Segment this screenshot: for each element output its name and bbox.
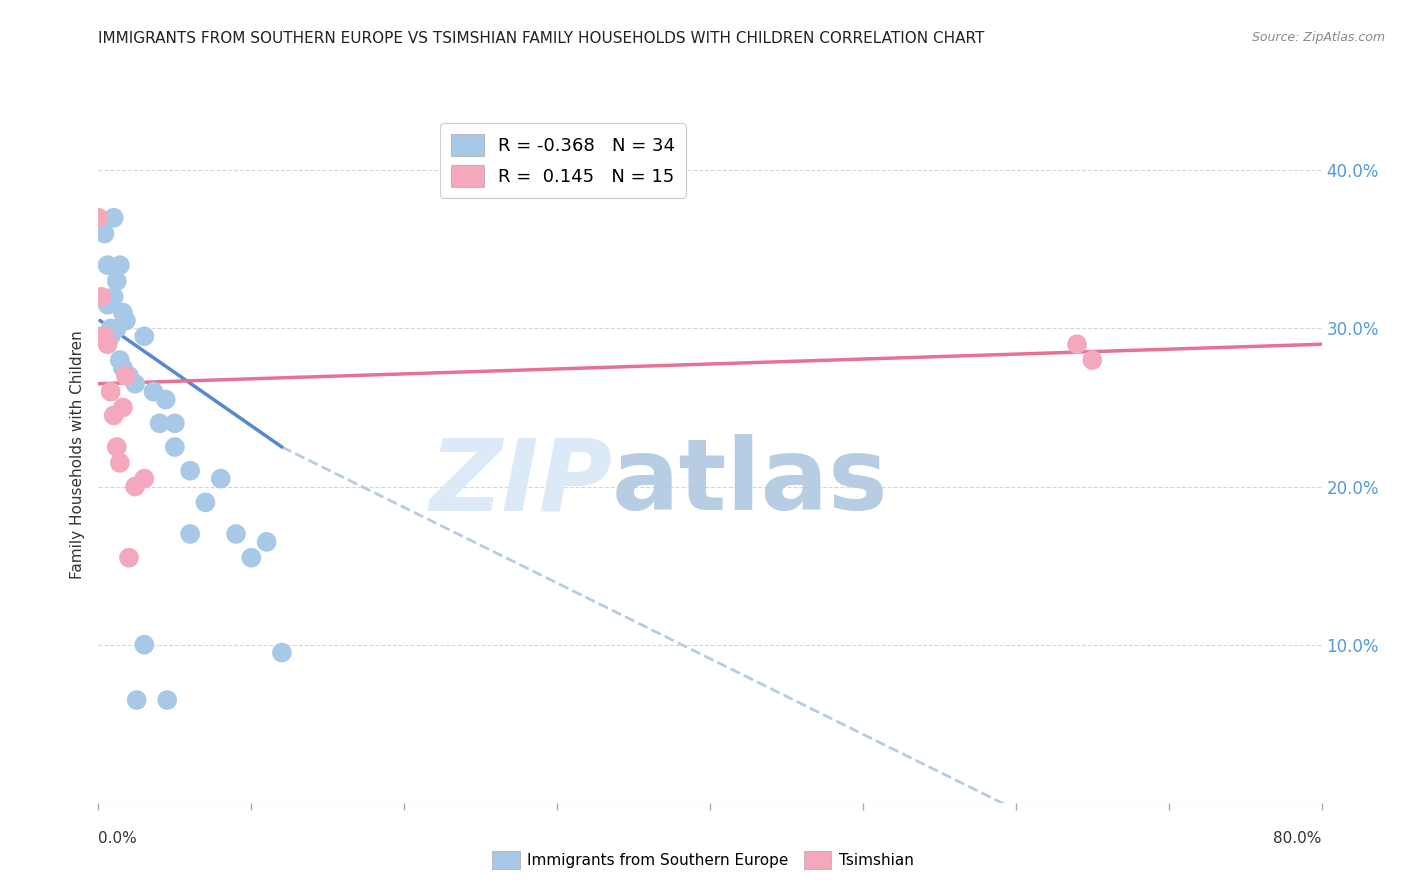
Point	[100, 384, 122, 399]
Point	[108, 258, 131, 272]
Point	[209, 472, 232, 486]
Point	[97, 337, 120, 351]
Point	[97, 258, 120, 272]
Point	[179, 527, 201, 541]
Point	[118, 550, 141, 565]
Point	[142, 384, 165, 399]
Point	[111, 360, 134, 375]
Point	[256, 534, 278, 549]
Point	[100, 329, 122, 343]
Text: atlas: atlas	[612, 434, 889, 532]
Point	[103, 290, 125, 304]
Point	[225, 527, 247, 541]
Point	[179, 464, 201, 478]
Point	[149, 417, 172, 431]
Point	[194, 495, 217, 509]
Point	[105, 274, 128, 288]
Point	[124, 376, 146, 391]
Legend: R = -0.368   N = 34, R =  0.145   N = 15: R = -0.368 N = 34, R = 0.145 N = 15	[440, 123, 686, 198]
Point	[105, 321, 128, 335]
Point	[163, 417, 186, 431]
Point	[87, 211, 110, 225]
Point	[93, 227, 115, 241]
Point	[90, 329, 112, 343]
Point	[118, 368, 141, 383]
Point	[240, 550, 263, 565]
Point	[163, 440, 186, 454]
Point	[134, 472, 156, 486]
Point	[1081, 353, 1104, 368]
Point	[93, 329, 115, 343]
Text: 0.0%: 0.0%	[98, 831, 138, 846]
Point	[105, 440, 128, 454]
Text: Source: ZipAtlas.com: Source: ZipAtlas.com	[1251, 31, 1385, 45]
Point	[156, 693, 179, 707]
Point	[97, 298, 120, 312]
Point	[108, 456, 131, 470]
Legend: Immigrants from Southern Europe, Tsimshian: Immigrants from Southern Europe, Tsimshi…	[486, 845, 920, 875]
Point	[111, 305, 134, 319]
Point	[90, 290, 112, 304]
Point	[115, 368, 138, 383]
Point	[155, 392, 177, 407]
Point	[134, 329, 156, 343]
Text: 80.0%: 80.0%	[1274, 831, 1322, 846]
Point	[1066, 337, 1088, 351]
Point	[108, 353, 131, 368]
Text: ZIP: ZIP	[429, 434, 612, 532]
Point	[270, 646, 292, 660]
Point	[134, 638, 156, 652]
Point	[103, 211, 125, 225]
Point	[115, 313, 138, 327]
Point	[103, 409, 125, 423]
Point	[100, 321, 122, 335]
Point	[111, 401, 134, 415]
Point	[124, 479, 146, 493]
Y-axis label: Family Households with Children: Family Households with Children	[69, 331, 84, 579]
Point	[125, 693, 148, 707]
Text: IMMIGRANTS FROM SOUTHERN EUROPE VS TSIMSHIAN FAMILY HOUSEHOLDS WITH CHILDREN COR: IMMIGRANTS FROM SOUTHERN EUROPE VS TSIMS…	[98, 31, 984, 46]
